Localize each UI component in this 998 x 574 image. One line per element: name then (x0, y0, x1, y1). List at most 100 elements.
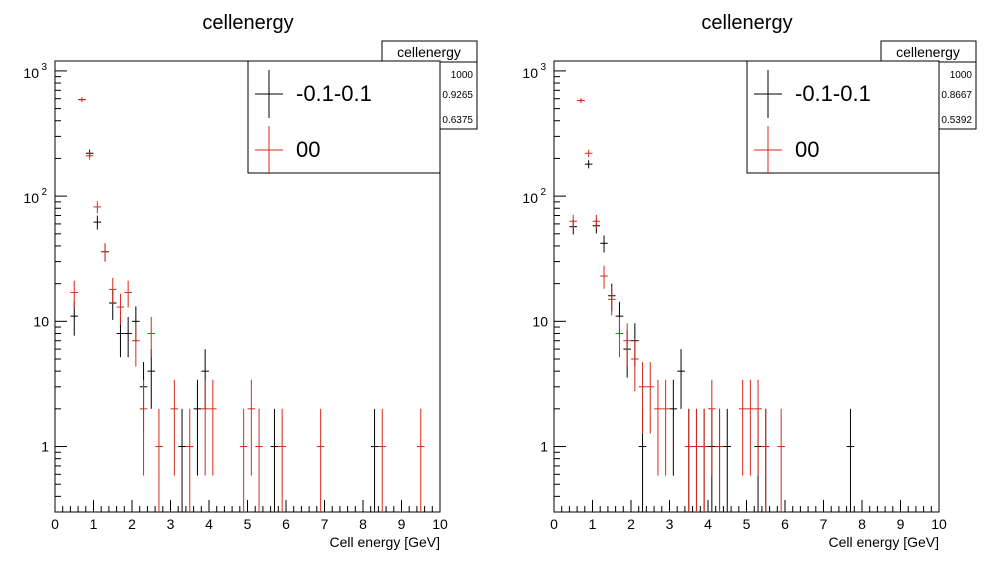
x-tick-label: 7 (820, 516, 828, 532)
x-tick-label: 4 (704, 516, 712, 532)
legend-frame (746, 60, 940, 174)
x-tick-label: 3 (666, 516, 674, 532)
stats-value: 0.6375 (442, 115, 473, 126)
data-point (592, 214, 601, 229)
legend: -0.1-0.1 00 (247, 60, 441, 174)
y-tick-label: 1 (540, 439, 548, 455)
x-tick-label: 1 (589, 516, 597, 532)
data-point (708, 379, 716, 476)
legend-label-1: -0.1-0.1 (296, 81, 372, 106)
x-tick-label: 9 (398, 516, 406, 532)
legend-label-2: 00 (795, 137, 819, 162)
data-point (638, 362, 647, 434)
data-point (661, 379, 670, 476)
data-point (577, 98, 585, 103)
data-point (178, 408, 186, 512)
x-axis: 0 1 2 3 4 5 6 7 8 9 10 Cell energy [GeV] (550, 500, 947, 550)
data-point (370, 408, 379, 512)
data-point (654, 379, 662, 476)
y-tick-label: 10 (23, 65, 39, 81)
data-point (124, 280, 132, 308)
data-point (846, 408, 855, 512)
x-tick-label: 6 (781, 516, 789, 532)
x-tick-label: 10 (931, 516, 947, 532)
y-tick-label: 10 (522, 65, 538, 81)
data-point (170, 379, 179, 476)
stats-box-title: cellenergy (397, 44, 461, 60)
data-point (777, 408, 785, 512)
data-point (615, 316, 624, 358)
data-point (255, 408, 263, 512)
chart-panel-1: cellenergy 0 1 2 3 4 5 6 7 8 9 10 Cell energy [GeV] 1… (23, 12, 478, 550)
data-point (600, 235, 608, 253)
chart-title: cellenergy (202, 12, 293, 34)
data-point (124, 316, 132, 358)
data-point (193, 379, 202, 476)
data-point (607, 286, 616, 316)
y-tick-label: 10 (33, 313, 49, 329)
series-2 (569, 98, 785, 512)
y-tick-exponent: 3 (540, 62, 546, 73)
data-point (209, 379, 217, 476)
data-point (569, 214, 578, 229)
data-point (239, 408, 248, 512)
data-point (185, 408, 194, 512)
data-point (93, 215, 102, 230)
x-axis-label: Cell energy [GeV] (330, 534, 441, 550)
data-point (715, 408, 724, 512)
x-tick-label: 7 (321, 516, 329, 532)
data-point (584, 160, 593, 169)
data-point (600, 265, 608, 289)
stats-box-title: cellenergy (896, 44, 960, 60)
x-tick-label: 2 (128, 516, 136, 532)
data-point (700, 408, 708, 512)
data-point (316, 408, 325, 512)
data-point (754, 379, 762, 476)
data-point (738, 379, 747, 476)
y-tick-exponent: 3 (41, 62, 47, 73)
data-point (692, 408, 701, 512)
y-tick-label: 10 (23, 190, 39, 206)
chart-title: cellenergy (701, 12, 792, 34)
data-point (270, 408, 279, 512)
x-axis: 0 1 2 3 4 5 6 7 8 9 10 Cell energy [GeV] (51, 500, 448, 550)
data-point (247, 379, 256, 476)
data-point (646, 362, 655, 434)
data-point (155, 408, 163, 512)
data-point (85, 152, 94, 160)
x-tick-label: 3 (167, 516, 175, 532)
x-tick-label: 4 (205, 516, 213, 532)
legend-label-1: -0.1-0.1 (795, 81, 871, 106)
data-point (378, 408, 387, 512)
chart-panel-2: cellenergy 0 1 2 3 4 5 6 7 8 9 10 Cell energy [GeV] 1… (522, 12, 977, 550)
y-tick-label: 1 (41, 439, 49, 455)
x-tick-label: 6 (282, 516, 290, 532)
stats-value: 0.5392 (941, 115, 972, 126)
legend: -0.1-0.1 00 (746, 60, 940, 174)
data-point (677, 349, 685, 409)
x-tick-label: 0 (51, 516, 59, 532)
y-tick-label: 10 (522, 190, 538, 206)
x-tick-label: 1 (90, 516, 98, 532)
x-tick-label: 0 (550, 516, 558, 532)
x-tick-label: 2 (627, 516, 635, 532)
data-point (108, 277, 117, 304)
series-2 (70, 97, 425, 512)
x-tick-label: 8 (858, 516, 866, 532)
stats-value: 0.8667 (941, 90, 972, 101)
x-tick-label: 8 (359, 516, 367, 532)
data-point (147, 316, 156, 358)
data-point (139, 379, 148, 476)
y-tick-label: 10 (532, 313, 548, 329)
data-point (631, 338, 639, 392)
data-point (78, 97, 86, 102)
data-point (669, 379, 678, 476)
data-point (746, 379, 755, 476)
data-point (623, 323, 631, 367)
y-tick-exponent: 2 (41, 187, 47, 198)
y-tick-exponent: 2 (540, 187, 546, 198)
data-point (201, 379, 209, 476)
stats-value: 1000 (451, 70, 474, 81)
